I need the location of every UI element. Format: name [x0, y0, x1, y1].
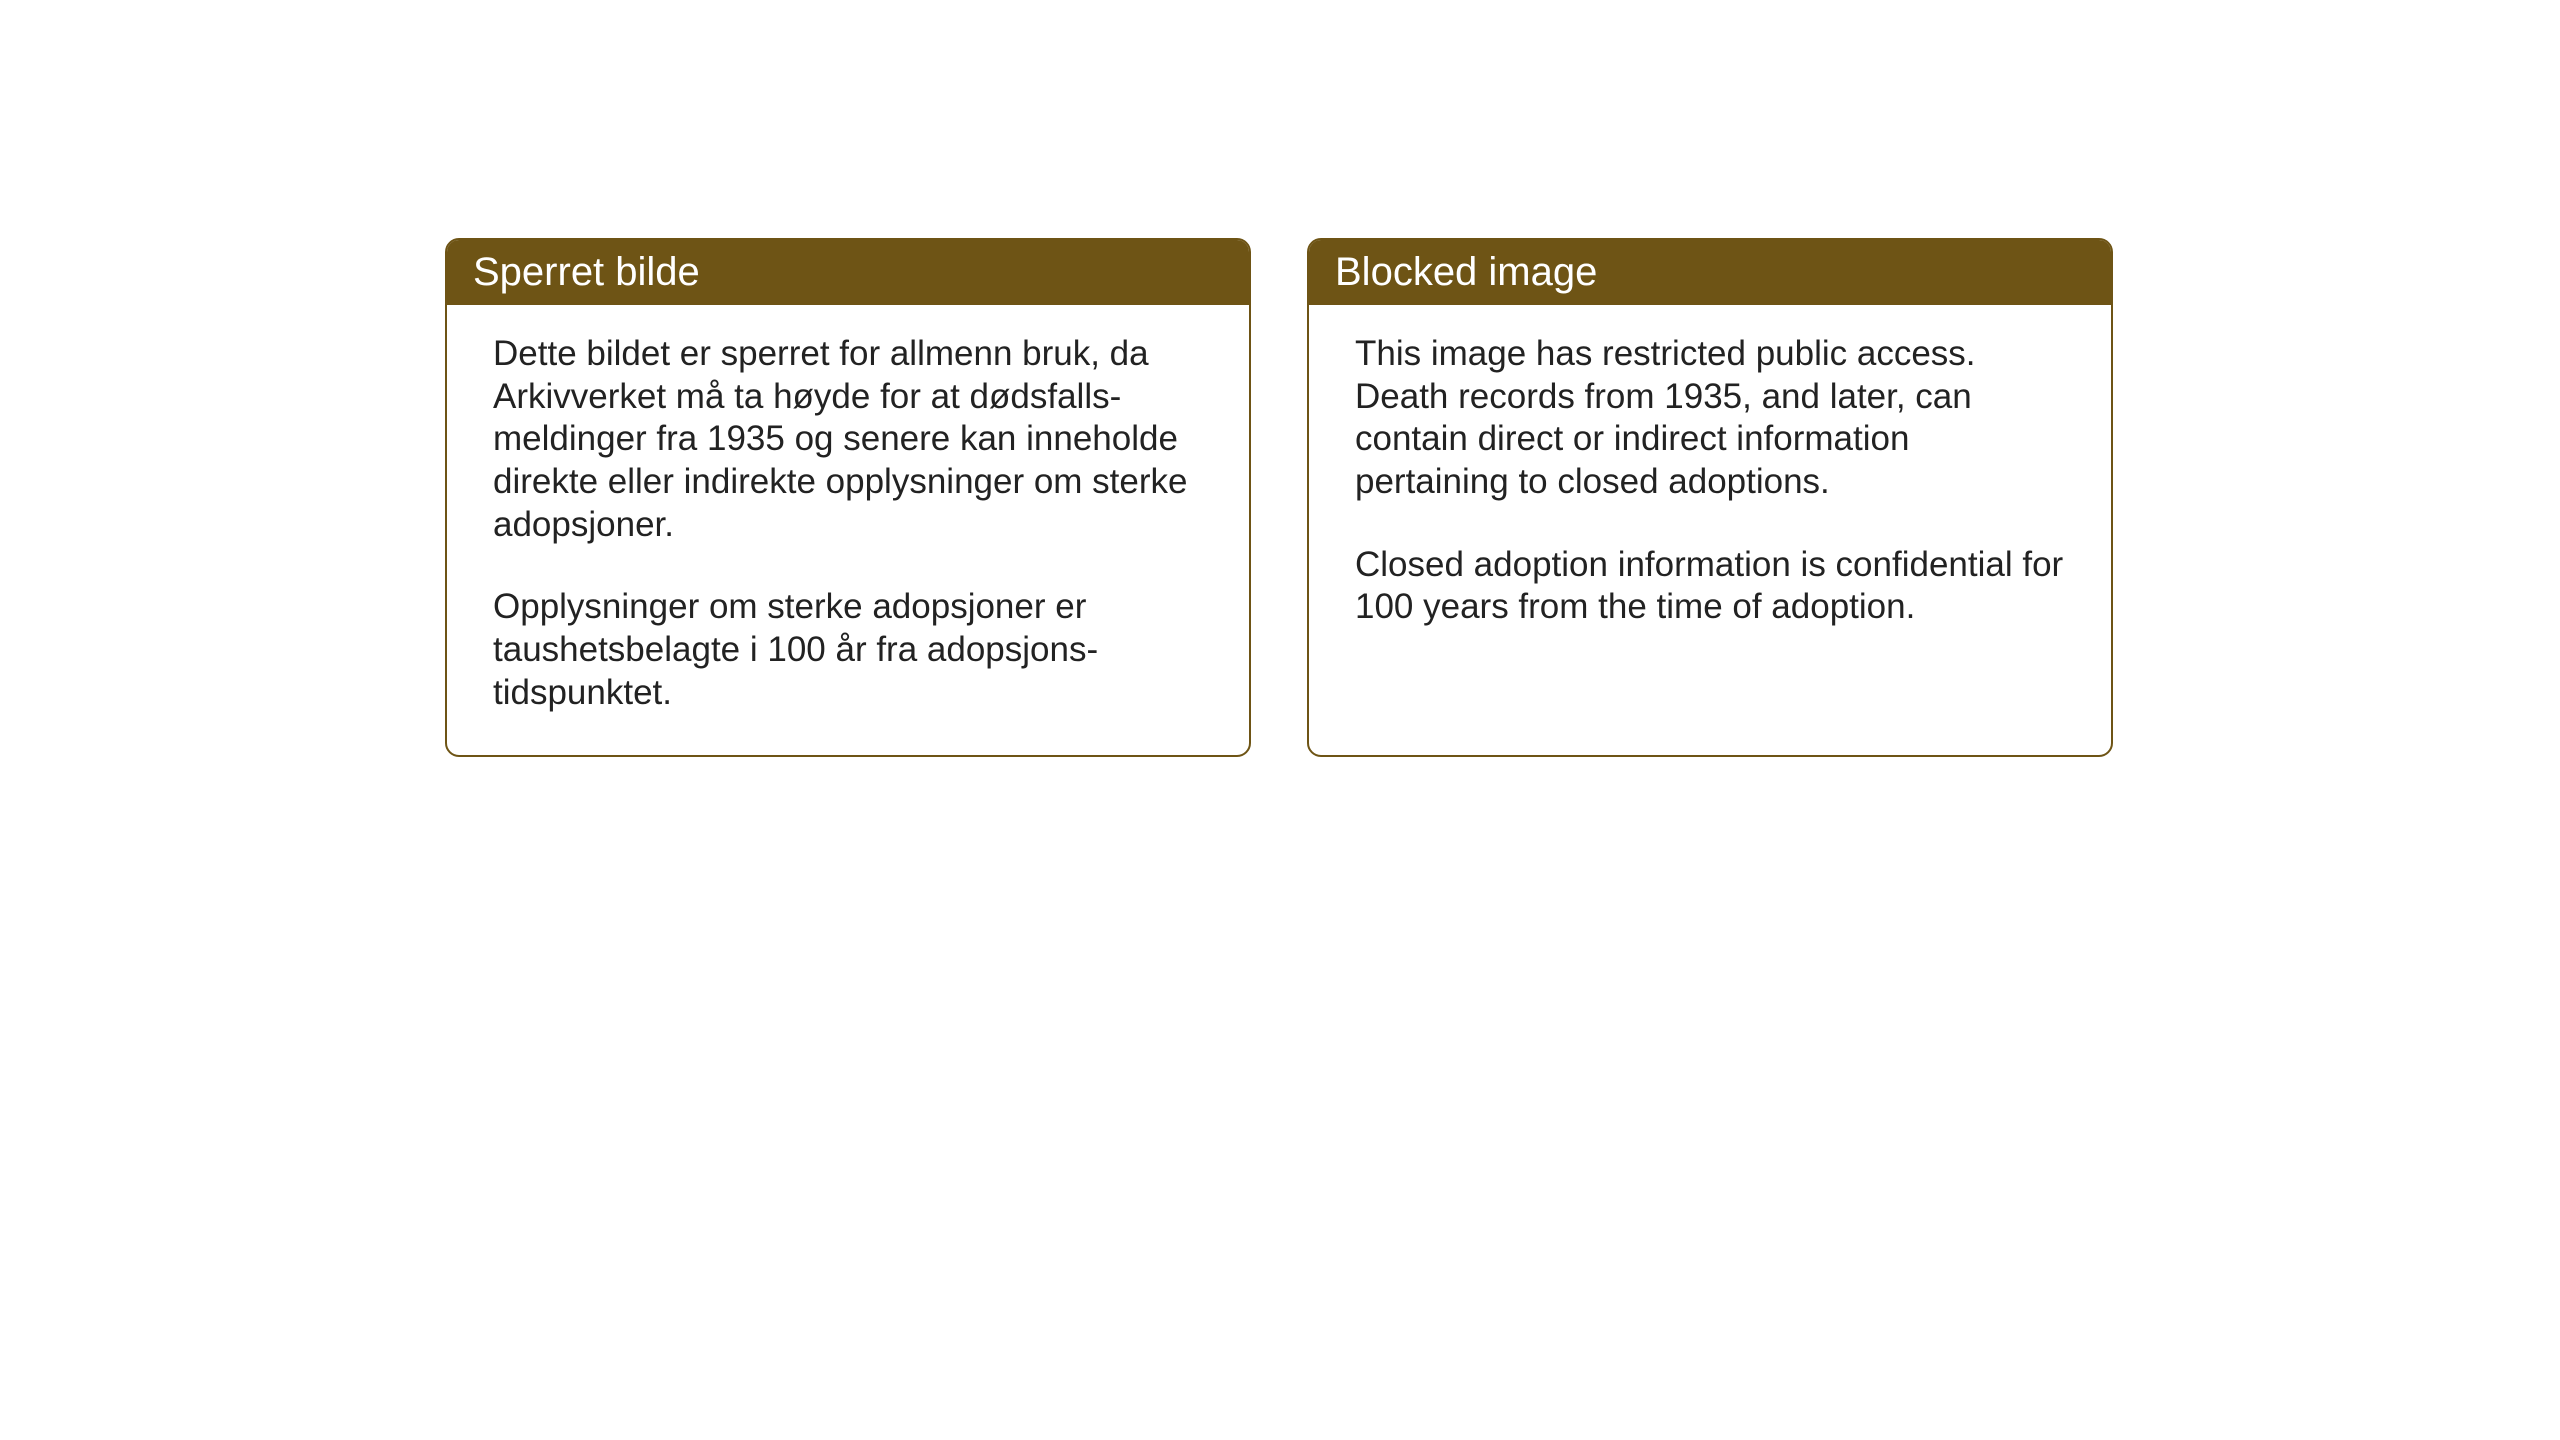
- card-body-norwegian: Dette bildet er sperret for allmenn bruk…: [447, 305, 1249, 755]
- card-paragraph-1-english: This image has restricted public access.…: [1355, 333, 2065, 504]
- notice-container: Sperret bilde Dette bildet er sperret fo…: [445, 238, 2113, 757]
- card-title-norwegian: Sperret bilde: [473, 250, 700, 294]
- card-paragraph-2-english: Closed adoption information is confident…: [1355, 544, 2065, 629]
- card-header-norwegian: Sperret bilde: [447, 240, 1249, 305]
- card-header-english: Blocked image: [1309, 240, 2111, 305]
- notice-card-norwegian: Sperret bilde Dette bildet er sperret fo…: [445, 238, 1251, 757]
- card-paragraph-1-norwegian: Dette bildet er sperret for allmenn bruk…: [493, 333, 1203, 546]
- card-title-english: Blocked image: [1335, 250, 1597, 294]
- card-paragraph-2-norwegian: Opplysninger om sterke adopsjoner er tau…: [493, 586, 1203, 714]
- card-body-english: This image has restricted public access.…: [1309, 305, 2111, 669]
- notice-card-english: Blocked image This image has restricted …: [1307, 238, 2113, 757]
